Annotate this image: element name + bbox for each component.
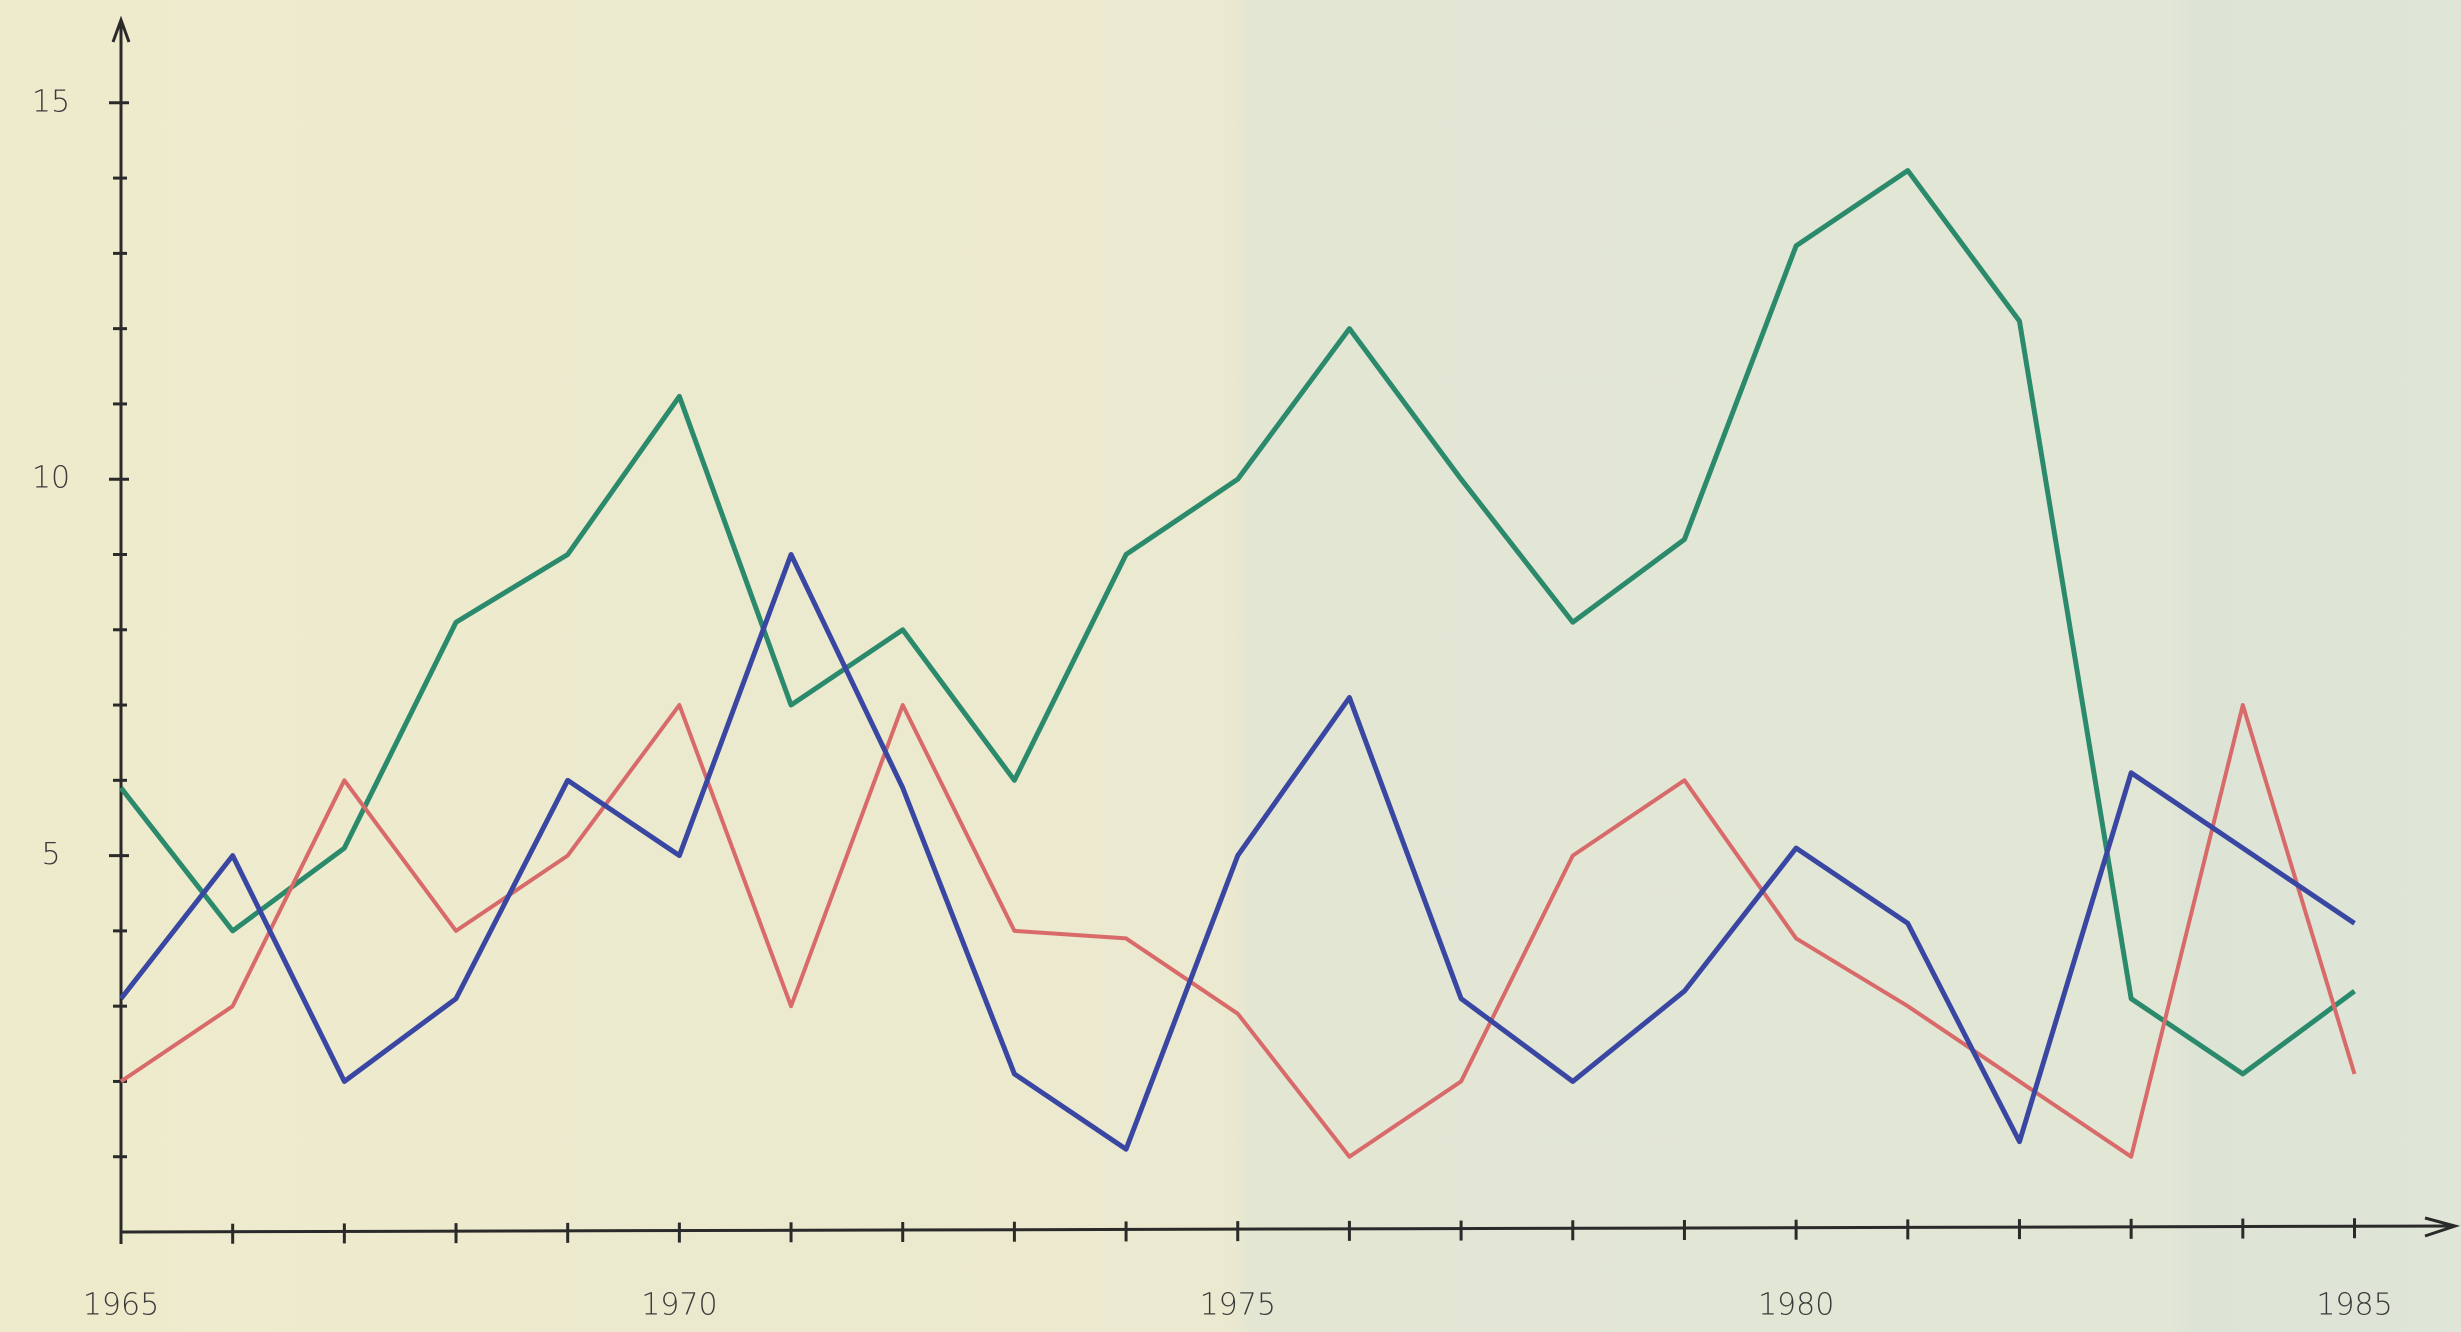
series-line xyxy=(121,705,2354,1157)
x-tick-label: 1985 xyxy=(2316,1288,2392,1323)
y-tick-label: 15 xyxy=(32,84,70,119)
series-line xyxy=(121,171,2354,1074)
chart: 5 10 15 1965 1970 1975 1980 1985 xyxy=(0,0,2461,1332)
x-tick-label: 1975 xyxy=(1200,1288,1276,1323)
x-tick-label: 1970 xyxy=(641,1288,717,1323)
y-tick-label: 10 xyxy=(32,461,70,496)
series-line xyxy=(121,554,2354,1149)
x-tick-label: 1965 xyxy=(83,1288,159,1323)
x-tick-label: 1980 xyxy=(1758,1288,1834,1323)
x-axis xyxy=(121,1226,2455,1232)
y-tick-label: 5 xyxy=(41,837,60,872)
